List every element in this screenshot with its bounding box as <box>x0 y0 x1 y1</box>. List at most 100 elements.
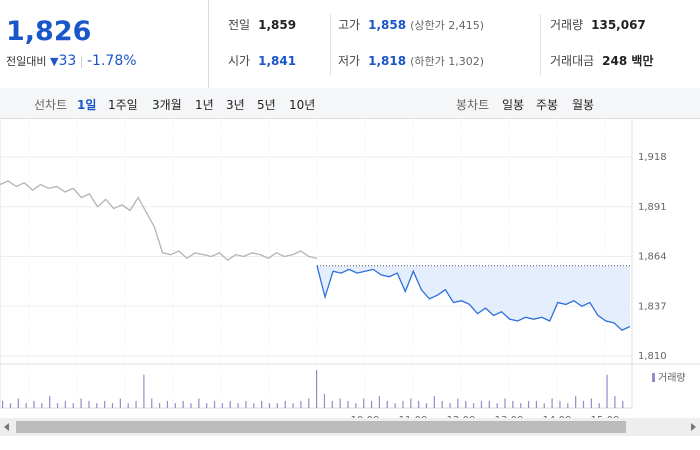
info-cell: 시가 1,841 <box>228 52 296 69</box>
info-note: (상한가 2,415) <box>410 19 484 32</box>
volume-bar <box>41 403 43 408</box>
volume-bar <box>614 396 616 408</box>
tab[interactable]: 일봉 <box>502 98 525 112</box>
info-cell: 고가 1,858 (상한가 2,415) <box>338 16 484 33</box>
volume-bar <box>449 403 451 408</box>
volume-bar <box>363 398 365 408</box>
price-line <box>316 265 631 331</box>
info-value: 1,858 <box>368 18 407 32</box>
volume-bar <box>590 398 592 408</box>
volume-bar <box>402 400 404 408</box>
volume-bar <box>56 403 59 408</box>
volume-bar <box>386 400 388 408</box>
volume-bar <box>261 400 263 408</box>
volume-bar <box>598 403 600 408</box>
volume-bar <box>622 400 624 408</box>
info-label: 전일 <box>228 18 251 32</box>
volume-bar <box>268 403 271 408</box>
tab[interactable]: 1년 <box>195 98 214 112</box>
volume-bar <box>213 400 216 408</box>
info-value: 248 백만 <box>602 54 654 68</box>
volume-bar <box>300 400 302 408</box>
change-label: 전일대비 <box>6 55 47 68</box>
y-tick-label: 1,918 <box>638 152 667 163</box>
volume-bar <box>33 400 35 408</box>
volume-bar <box>119 398 121 408</box>
volume-bar <box>473 403 475 408</box>
volume-bar <box>25 403 27 408</box>
volume-bar <box>488 400 490 408</box>
tab[interactable]: 5년 <box>257 98 276 112</box>
volume-bar <box>72 403 74 408</box>
tab-bar: 선차트 1일 1주일 3개월 1년 3년 5년 10년 봉차트 일봉 주봉 월봉 <box>0 88 700 119</box>
info-label: 거래량 <box>550 18 584 32</box>
info-label: 고가 <box>338 18 361 32</box>
info-value: 135,067 <box>591 18 646 32</box>
separator <box>330 14 332 76</box>
volume-bar <box>355 403 357 408</box>
volume-bar <box>410 398 412 408</box>
info-cell: 거래량 135,067 <box>550 16 646 33</box>
volume-bar <box>378 396 380 408</box>
volume-bar <box>190 403 192 408</box>
volume-bar <box>2 400 4 408</box>
volume-bar <box>182 400 184 408</box>
volume-bar <box>504 398 506 408</box>
scroll-left <box>4 423 9 431</box>
volume-bar <box>308 398 310 408</box>
volume-bar <box>221 403 223 408</box>
tab[interactable]: 주봉 <box>536 98 559 112</box>
price-box: 1,826 전일대비 ▼33 | -1.78% <box>0 0 209 88</box>
volume-bar <box>9 403 12 408</box>
volume-bar <box>457 398 459 408</box>
volume-bar <box>418 400 420 408</box>
volume-bar <box>575 396 577 408</box>
volume-bar <box>323 393 326 408</box>
scroll-right <box>691 423 696 431</box>
volume-bar <box>292 403 294 408</box>
volume-bar <box>237 403 239 408</box>
volume-bar <box>206 403 208 408</box>
volume-bar <box>64 400 66 408</box>
area <box>317 265 630 331</box>
chart: 1,9181,8911,8641,8371,810거래량10:0011:0012… <box>0 118 700 436</box>
volume-bar <box>104 400 106 408</box>
scrollbar-thumb[interactable] <box>16 421 626 433</box>
y-tick-label: 1,837 <box>638 301 667 312</box>
tab[interactable]: 10년 <box>289 98 316 112</box>
volume-bar <box>347 400 349 408</box>
y-tick-label: 1,810 <box>638 351 667 362</box>
info-value: 1,841 <box>258 54 297 68</box>
volume-bar <box>567 403 569 408</box>
volume-bar <box>49 396 51 408</box>
info-label: 거래대금 <box>550 54 595 68</box>
info-label: 저가 <box>338 54 361 68</box>
volume-bar <box>88 400 90 408</box>
info-value: 1,859 <box>258 18 297 32</box>
tab[interactable]: 1일 <box>77 98 97 112</box>
volume-bar <box>551 398 553 408</box>
volume-bar <box>582 400 585 408</box>
volume-bar <box>480 400 483 408</box>
tab[interactable]: 월봉 <box>572 98 595 112</box>
volume-bar <box>543 403 545 408</box>
volume-bar <box>143 374 145 408</box>
tab-group-label: 선차트 <box>34 98 68 112</box>
volume-bar <box>96 403 98 408</box>
volume-bar <box>606 374 608 408</box>
tab[interactable]: 3년 <box>226 98 245 112</box>
y-tick-label: 1,864 <box>638 252 667 263</box>
volume-bar <box>198 398 200 408</box>
volume-bar <box>135 400 137 408</box>
volume-bar <box>80 398 82 408</box>
change-value: 33 <box>58 53 77 69</box>
tab[interactable]: 1주일 <box>108 98 138 112</box>
volume-bar <box>111 403 114 408</box>
info-cell: 전일 1,859 <box>228 16 296 33</box>
volume-bar <box>339 398 341 408</box>
volume-bar <box>174 403 176 408</box>
tab[interactable]: 3개월 <box>152 98 182 112</box>
volume-bar <box>284 400 286 408</box>
info-cell: 거래대금 248 백만 <box>550 52 653 69</box>
